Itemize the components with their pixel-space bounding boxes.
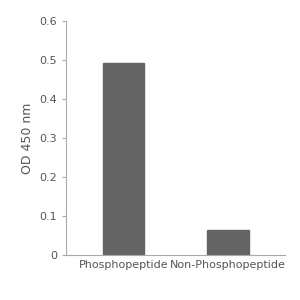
Bar: [103, 63, 144, 255]
Bar: [207, 230, 248, 255]
Y-axis label: OD 450 nm: OD 450 nm: [21, 102, 34, 174]
